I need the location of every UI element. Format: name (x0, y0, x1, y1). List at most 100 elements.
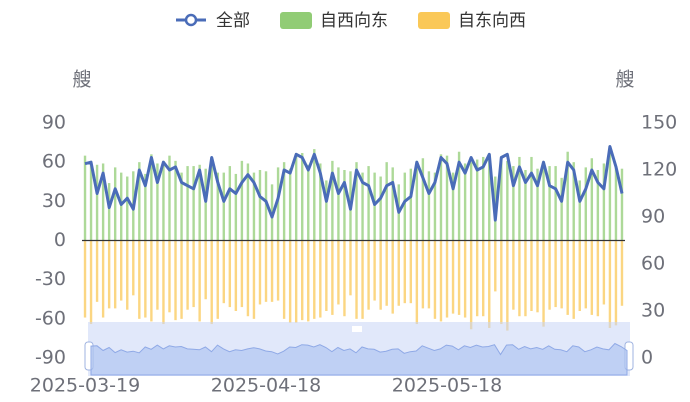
bar (313, 149, 316, 241)
bar (361, 172, 364, 241)
bar (174, 240, 177, 321)
y-tick-label: -60 (35, 307, 66, 329)
bar (144, 173, 147, 241)
bar (313, 240, 316, 319)
bar (270, 240, 274, 302)
bar (409, 168, 413, 241)
bar (500, 240, 503, 325)
bar (83, 240, 87, 318)
bar (373, 240, 376, 301)
bar (524, 240, 527, 317)
bar (264, 171, 268, 241)
bar (240, 160, 244, 241)
bar (192, 240, 195, 308)
bar (180, 240, 183, 319)
bar (590, 158, 594, 241)
y2-tick-label: 150 (641, 112, 677, 134)
bar (614, 166, 618, 241)
bar (536, 168, 539, 241)
bar (264, 240, 268, 302)
bar (463, 163, 467, 241)
bar (482, 240, 485, 317)
bar (246, 240, 250, 317)
bar (276, 167, 280, 241)
bar (439, 240, 443, 322)
bar (488, 240, 491, 328)
bar (126, 176, 129, 241)
bar (361, 240, 364, 319)
bar (228, 240, 232, 308)
bar (258, 170, 262, 241)
bar (373, 172, 376, 241)
legend-marker (184, 13, 198, 27)
bar (288, 240, 292, 323)
bar (433, 240, 437, 319)
bar (120, 240, 123, 301)
bar (168, 240, 171, 313)
bar (548, 240, 551, 310)
bar (409, 240, 413, 304)
bar (331, 240, 334, 315)
bar (355, 162, 358, 241)
y-axis-label: 艘 (72, 69, 91, 91)
bar (258, 240, 262, 305)
bar (301, 153, 304, 241)
bar (608, 151, 612, 241)
y2-tick-label: 30 (641, 300, 665, 322)
bar (566, 240, 569, 315)
bar (506, 240, 509, 331)
bar (331, 160, 334, 241)
legend-swatch (280, 12, 312, 29)
bar (343, 240, 346, 317)
bar (294, 153, 298, 241)
bar (307, 240, 310, 322)
bar (252, 240, 256, 319)
bar (204, 168, 207, 241)
bar (307, 164, 310, 241)
bar (343, 170, 346, 241)
bar (156, 240, 159, 310)
bar (107, 240, 111, 309)
bar (252, 172, 256, 241)
bar (325, 180, 328, 241)
bar (246, 163, 250, 241)
bar (445, 240, 449, 318)
x-tick-label: 2025-05-18 (392, 375, 502, 397)
bar (186, 240, 189, 310)
bar (572, 240, 575, 319)
bar (602, 163, 606, 241)
y-tick-label: -30 (35, 268, 66, 290)
bar (367, 166, 370, 241)
bar (421, 240, 425, 309)
bar (578, 180, 581, 241)
bar (355, 240, 358, 319)
bar (530, 156, 533, 241)
y2-tick-label: 120 (641, 159, 677, 181)
bar (234, 240, 238, 311)
bar (584, 240, 587, 309)
zoom-grip[interactable] (352, 326, 362, 332)
bar (475, 240, 479, 317)
bar (554, 240, 557, 308)
bar (614, 240, 618, 326)
bar (494, 240, 497, 292)
bar (415, 240, 419, 325)
bar (379, 176, 382, 241)
bar (421, 158, 425, 241)
y2-tick-label: 60 (641, 253, 665, 275)
bar (126, 240, 129, 310)
bar (536, 240, 539, 313)
bar (566, 151, 569, 241)
bar (560, 240, 563, 309)
data-zoom[interactable] (84, 322, 634, 376)
bar (216, 240, 219, 319)
bar (385, 240, 388, 306)
bar (530, 240, 533, 311)
bar (282, 162, 286, 241)
bar (337, 240, 340, 305)
bar (397, 240, 400, 306)
bar (150, 154, 153, 241)
bar (542, 240, 545, 327)
x-tick-label: 2025-03-19 (30, 375, 140, 397)
